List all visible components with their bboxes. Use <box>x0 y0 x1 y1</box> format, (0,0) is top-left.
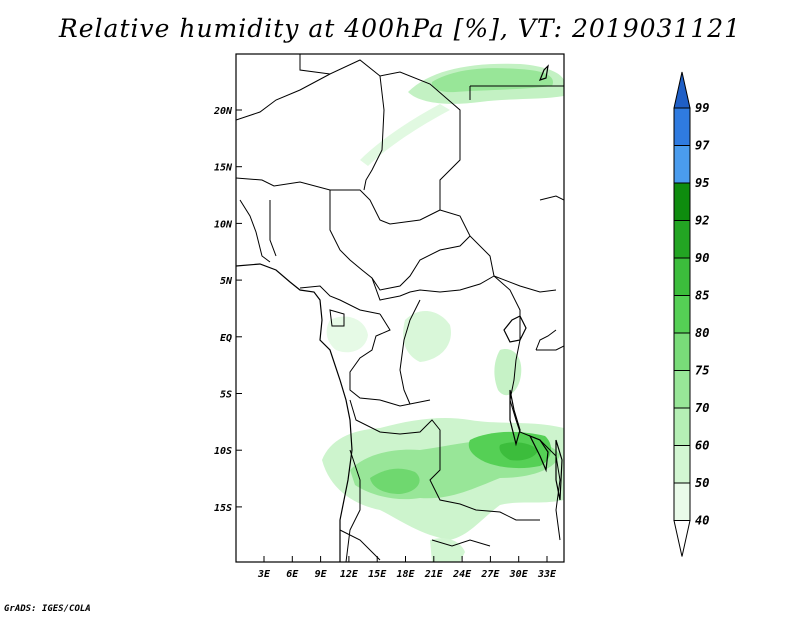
colorbar-label: 70 <box>695 401 709 415</box>
humidity-shading <box>322 63 564 562</box>
colorbar-segment <box>673 295 691 334</box>
humidity-area-congo <box>403 310 451 362</box>
lon-label: 21E <box>424 569 444 580</box>
colorbar-segment <box>673 220 691 259</box>
colorbar-label: 95 <box>695 176 709 190</box>
colorbar-label: 85 <box>695 289 709 303</box>
colorbar-legend: 99 97 95 92 90 85 80 75 70 60 50 40 <box>673 71 710 557</box>
lon-label: 30E <box>509 569 529 580</box>
humidity-area-southeast-inner <box>499 442 538 461</box>
lon-label: 18E <box>396 569 415 580</box>
chart-title: Relative humidity at 400hPa [%], VT: 201… <box>58 14 742 43</box>
grads-credit: GrADS: IGES/COLA <box>4 604 91 614</box>
lon-label: 15E <box>368 569 387 580</box>
colorbar-segment <box>673 257 691 296</box>
humidity-area-congo-west <box>326 316 368 353</box>
lat-label: EQ <box>220 333 232 344</box>
lat-label: 5S <box>220 390 232 401</box>
lon-label: 9E <box>315 569 328 580</box>
colorbar-label: 80 <box>695 326 709 340</box>
longitude-axis: 3E 6E 9E 12E 15E 18E 21E 24E 27E 30E 33E <box>257 556 557 580</box>
colorbar-segment <box>673 107 691 146</box>
colorbar-label: 40 <box>695 514 709 528</box>
colorbar-segment <box>673 445 691 484</box>
humidity-area-far-south <box>430 538 465 562</box>
humidity-area-north-streak <box>360 104 450 166</box>
colorbar-min-arrow <box>673 520 691 557</box>
humidity-area-south-core <box>370 468 420 494</box>
lat-label: 20N <box>213 106 233 117</box>
latitude-axis: 20N 15N 10N 5N EQ 5S 10S 15S <box>213 106 242 514</box>
colorbar-segment <box>673 145 691 184</box>
colorbar-segment <box>673 332 691 371</box>
colorbar-segment <box>673 182 691 221</box>
colorbar-label: 99 <box>695 101 709 115</box>
lat-label: 15S <box>214 503 232 514</box>
lon-label: 3E <box>257 569 271 580</box>
lat-label: 5N <box>220 276 233 287</box>
lon-label: 6E <box>286 569 299 580</box>
humidity-area-east <box>494 349 522 396</box>
colorbar-segment <box>673 482 691 521</box>
colorbar-segment <box>673 407 691 446</box>
lon-label: 24E <box>452 569 472 580</box>
lat-label: 10S <box>214 446 232 457</box>
colorbar-label: 75 <box>695 364 709 378</box>
colorbar-label: 60 <box>695 439 709 453</box>
colorbar-max-arrow <box>673 71 691 109</box>
country-borders <box>236 54 564 562</box>
colorbar-segment <box>673 370 691 409</box>
lon-label: 12E <box>340 569 359 580</box>
colorbar-label: 50 <box>695 476 709 490</box>
colorbar-label: 97 <box>695 139 710 153</box>
colorbar-label: 92 <box>695 214 709 228</box>
lon-label: 27E <box>480 569 500 580</box>
colorbar-label: 90 <box>695 251 709 265</box>
map-frame <box>235 53 565 563</box>
lat-label: 10N <box>214 219 233 230</box>
lat-label: 15N <box>214 163 233 174</box>
coastlines <box>236 64 563 562</box>
lon-label: 33E <box>537 569 557 580</box>
